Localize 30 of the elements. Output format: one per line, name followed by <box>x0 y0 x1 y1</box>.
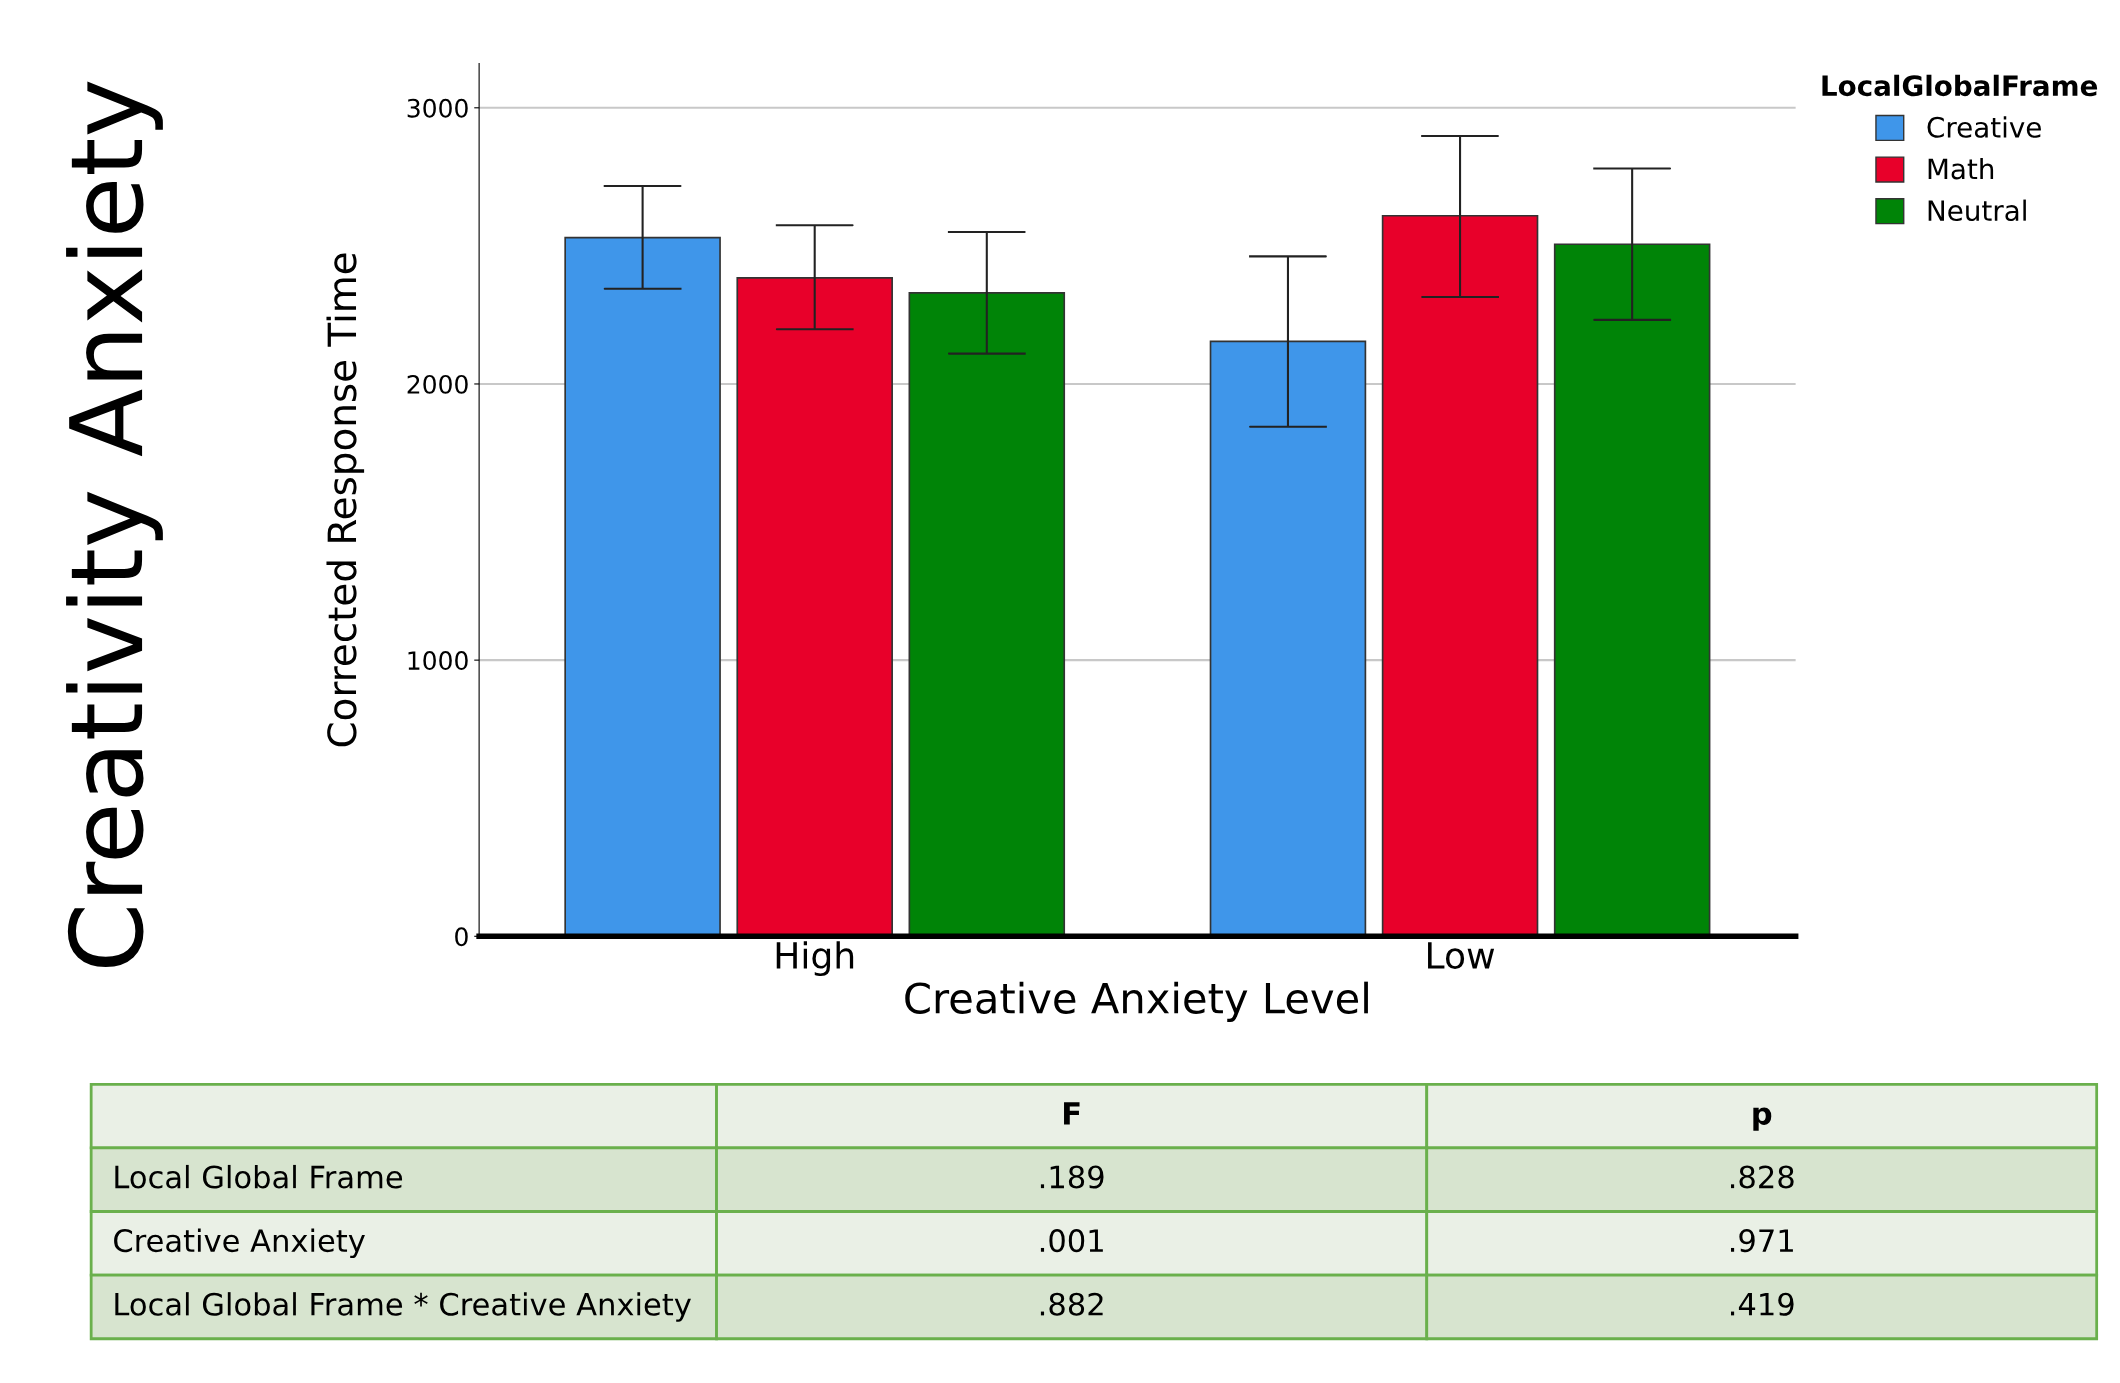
text: Local Global Frame <box>115 1164 403 1189</box>
y-axis-title: Corrected Response Time <box>326 253 365 747</box>
legend-label: Math <box>1928 157 1994 180</box>
text: .189 <box>1040 1165 1104 1189</box>
bar <box>1209 340 1367 937</box>
text: Local Global Frame * Creative Anxiety <box>115 1292 691 1322</box>
legend-title: LocalGlobalFrame <box>1822 74 2098 97</box>
bar <box>1553 243 1711 937</box>
text: F <box>1064 1102 1080 1125</box>
y-tick-label: 1000 <box>408 651 468 670</box>
text: .882 <box>1040 1292 1103 1316</box>
x-tick-label: Low <box>1428 942 1495 970</box>
legend-label: Creative <box>1927 116 2041 138</box>
y-tick-label: 0 <box>455 927 468 947</box>
text: Creativity Anxiety <box>66 81 163 968</box>
text: .971 <box>1730 1229 1793 1253</box>
text: .001 <box>1040 1229 1103 1253</box>
text: .419 <box>1730 1292 1794 1316</box>
bar <box>1381 214 1539 937</box>
text: .828 <box>1730 1165 1794 1189</box>
y-tick-label: 3000 <box>407 98 468 118</box>
y-tick-label: 2000 <box>407 374 468 394</box>
text: Creative Anxiety <box>114 1228 365 1259</box>
bar <box>564 236 721 937</box>
bar <box>908 291 1066 937</box>
text: p <box>1753 1107 1772 1131</box>
legend-label: Neutral <box>1928 199 2026 222</box>
x-tick-label: High <box>776 941 854 977</box>
bar <box>736 277 893 937</box>
x-axis-title: Creative Anxiety Level <box>905 981 1368 1022</box>
